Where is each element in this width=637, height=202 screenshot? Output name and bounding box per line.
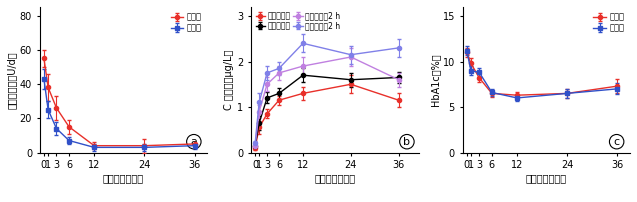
Legend: 单独组, 联合组: 单独组, 联合组 bbox=[592, 11, 626, 34]
Y-axis label: C 肽水平（μg/L）: C 肽水平（μg/L） bbox=[224, 49, 234, 110]
Text: a: a bbox=[190, 137, 197, 147]
X-axis label: 术后时间（月）: 术后时间（月） bbox=[103, 173, 144, 183]
X-axis label: 术后时间（月）: 术后时间（月） bbox=[526, 173, 567, 183]
Legend: 单独组空腹, 联合组空腹, 单独组餐后2 h, 联合组餐后2 h: 单独组空腹, 联合组空腹, 单独组餐后2 h, 联合组餐后2 h bbox=[255, 11, 341, 31]
Y-axis label: HbA1c（%）: HbA1c（%） bbox=[430, 53, 440, 106]
Text: c: c bbox=[613, 137, 620, 147]
Text: b: b bbox=[403, 137, 410, 147]
Legend: 单独组, 联合组: 单独组, 联合组 bbox=[169, 11, 203, 34]
Y-axis label: 胰島素用量（U/d）: 胰島素用量（U/d） bbox=[7, 51, 17, 108]
X-axis label: 术后时间（月）: 术后时间（月） bbox=[314, 173, 355, 183]
